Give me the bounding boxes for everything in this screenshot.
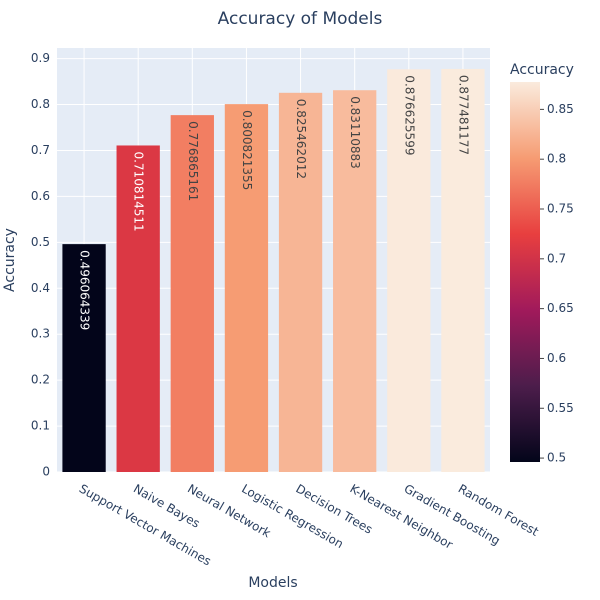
bar bbox=[441, 68, 485, 472]
colorbar-tick-label: 0.7 bbox=[547, 251, 566, 265]
bar bbox=[387, 69, 431, 472]
value-label: 0.496064339 bbox=[78, 250, 92, 330]
y-tick-label: 0.6 bbox=[31, 189, 50, 203]
colorbar-tick-label: 0.75 bbox=[547, 202, 574, 216]
colorbar-tick-label: 0.8 bbox=[547, 152, 566, 166]
value-label: 0.800821355 bbox=[240, 110, 254, 190]
y-tick-label: 0.8 bbox=[31, 97, 50, 111]
y-tick-label: 0.2 bbox=[31, 373, 50, 387]
colorbar-title: Accuracy bbox=[510, 62, 574, 78]
bar bbox=[62, 244, 106, 472]
colorbar-tick-label: 0.6 bbox=[547, 351, 566, 365]
y-tick-label: 0.4 bbox=[31, 281, 50, 295]
colorbar-tick-label: 0.5 bbox=[547, 451, 566, 465]
chart-title: Accuracy of Models bbox=[218, 9, 383, 29]
colorbar bbox=[510, 82, 540, 462]
value-label: 0.877481177 bbox=[456, 75, 470, 155]
x-tick-label: Logistic Regression bbox=[239, 482, 346, 552]
bar bbox=[333, 90, 377, 473]
x-tick-label: K-Nearest Neighbor bbox=[347, 482, 455, 552]
value-label: 0.83110883 bbox=[348, 96, 362, 169]
bar bbox=[278, 92, 323, 472]
value-label: 0.776865161 bbox=[186, 121, 200, 201]
value-label: 0.876625599 bbox=[402, 75, 416, 155]
y-tick-label: 0.3 bbox=[31, 327, 50, 341]
y-tick-label: 0 bbox=[42, 465, 50, 479]
y-tick-label: 0.5 bbox=[31, 235, 50, 249]
x-axis-title: Models bbox=[248, 575, 297, 591]
y-tick-label: 0.9 bbox=[31, 51, 50, 65]
y-axis-title: Accuracy bbox=[2, 228, 18, 292]
value-label: 0.710814511 bbox=[132, 151, 146, 231]
y-tick-label: 0.1 bbox=[31, 419, 50, 433]
colorbar-tick-label: 0.85 bbox=[547, 102, 574, 116]
bar bbox=[224, 104, 269, 473]
y-tick-label: 0.7 bbox=[31, 143, 50, 157]
colorbar-tick-label: 0.65 bbox=[547, 301, 574, 315]
bar bbox=[116, 145, 160, 472]
colorbar-tick-label: 0.55 bbox=[547, 401, 574, 415]
bar bbox=[170, 115, 214, 473]
value-label: 0.825462012 bbox=[294, 99, 308, 179]
